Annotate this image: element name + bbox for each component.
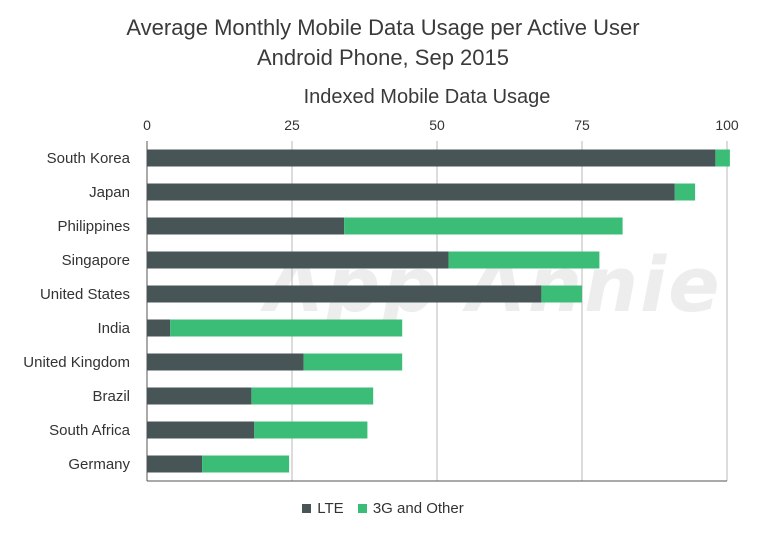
legend: LTE 3G and Other — [0, 500, 766, 517]
chart-title: Average Monthly Mobile Data Usage per Ac… — [126, 15, 640, 40]
category-label-5: India — [97, 320, 130, 337]
category-label-3: Singapore — [62, 252, 130, 269]
legend-swatch-3g — [357, 503, 367, 513]
category-label-1: Japan — [89, 184, 130, 201]
bar-lte-8 — [147, 421, 255, 439]
category-label-8: South Africa — [49, 422, 131, 439]
bar-lte-0 — [147, 149, 716, 167]
bar-lte-3 — [147, 251, 449, 269]
chart-subtitle: Android Phone, Sep 2015 — [257, 45, 509, 70]
bar-lte-5 — [147, 319, 171, 337]
legend-swatch-lte — [302, 503, 312, 513]
legend-label-lte: LTE — [317, 500, 344, 517]
legend-label-3g: 3G and Other — [372, 500, 464, 517]
category-label-4: United States — [40, 286, 130, 303]
bar-3g-9 — [202, 455, 290, 473]
bar-3g-3 — [448, 251, 600, 269]
category-label-0: South Korea — [47, 150, 131, 167]
category-label-9: Germany — [68, 456, 130, 473]
bar-3g-1 — [674, 183, 696, 201]
bar-lte-4 — [147, 285, 542, 303]
x-tick-label-3: 75 — [574, 117, 590, 133]
x-axis-title: Indexed Mobile Data Usage — [303, 86, 551, 108]
bar-3g-4 — [541, 285, 582, 303]
bar-3g-0 — [715, 149, 730, 167]
bar-lte-6 — [147, 353, 304, 371]
bar-3g-7 — [251, 387, 374, 405]
x-tick-label-4: 100 — [715, 117, 739, 133]
x-tick-label-1: 25 — [284, 117, 300, 133]
bar-3g-6 — [303, 353, 403, 371]
bar-3g-8 — [254, 421, 368, 439]
category-label-7: Brazil — [92, 388, 130, 405]
legend-item-lte: LTE — [302, 500, 344, 517]
category-label-2: Philippines — [57, 218, 130, 235]
bar-3g-2 — [344, 217, 623, 235]
bar-3g-5 — [170, 319, 403, 337]
bar-lte-9 — [147, 455, 203, 473]
x-tick-label-2: 50 — [429, 117, 445, 133]
legend-item-3g: 3G and Other — [357, 500, 464, 517]
category-label-6: United Kingdom — [23, 354, 130, 371]
bar-lte-7 — [147, 387, 252, 405]
x-tick-label-0: 0 — [143, 117, 151, 133]
bar-lte-2 — [147, 217, 345, 235]
bar-lte-1 — [147, 183, 675, 201]
